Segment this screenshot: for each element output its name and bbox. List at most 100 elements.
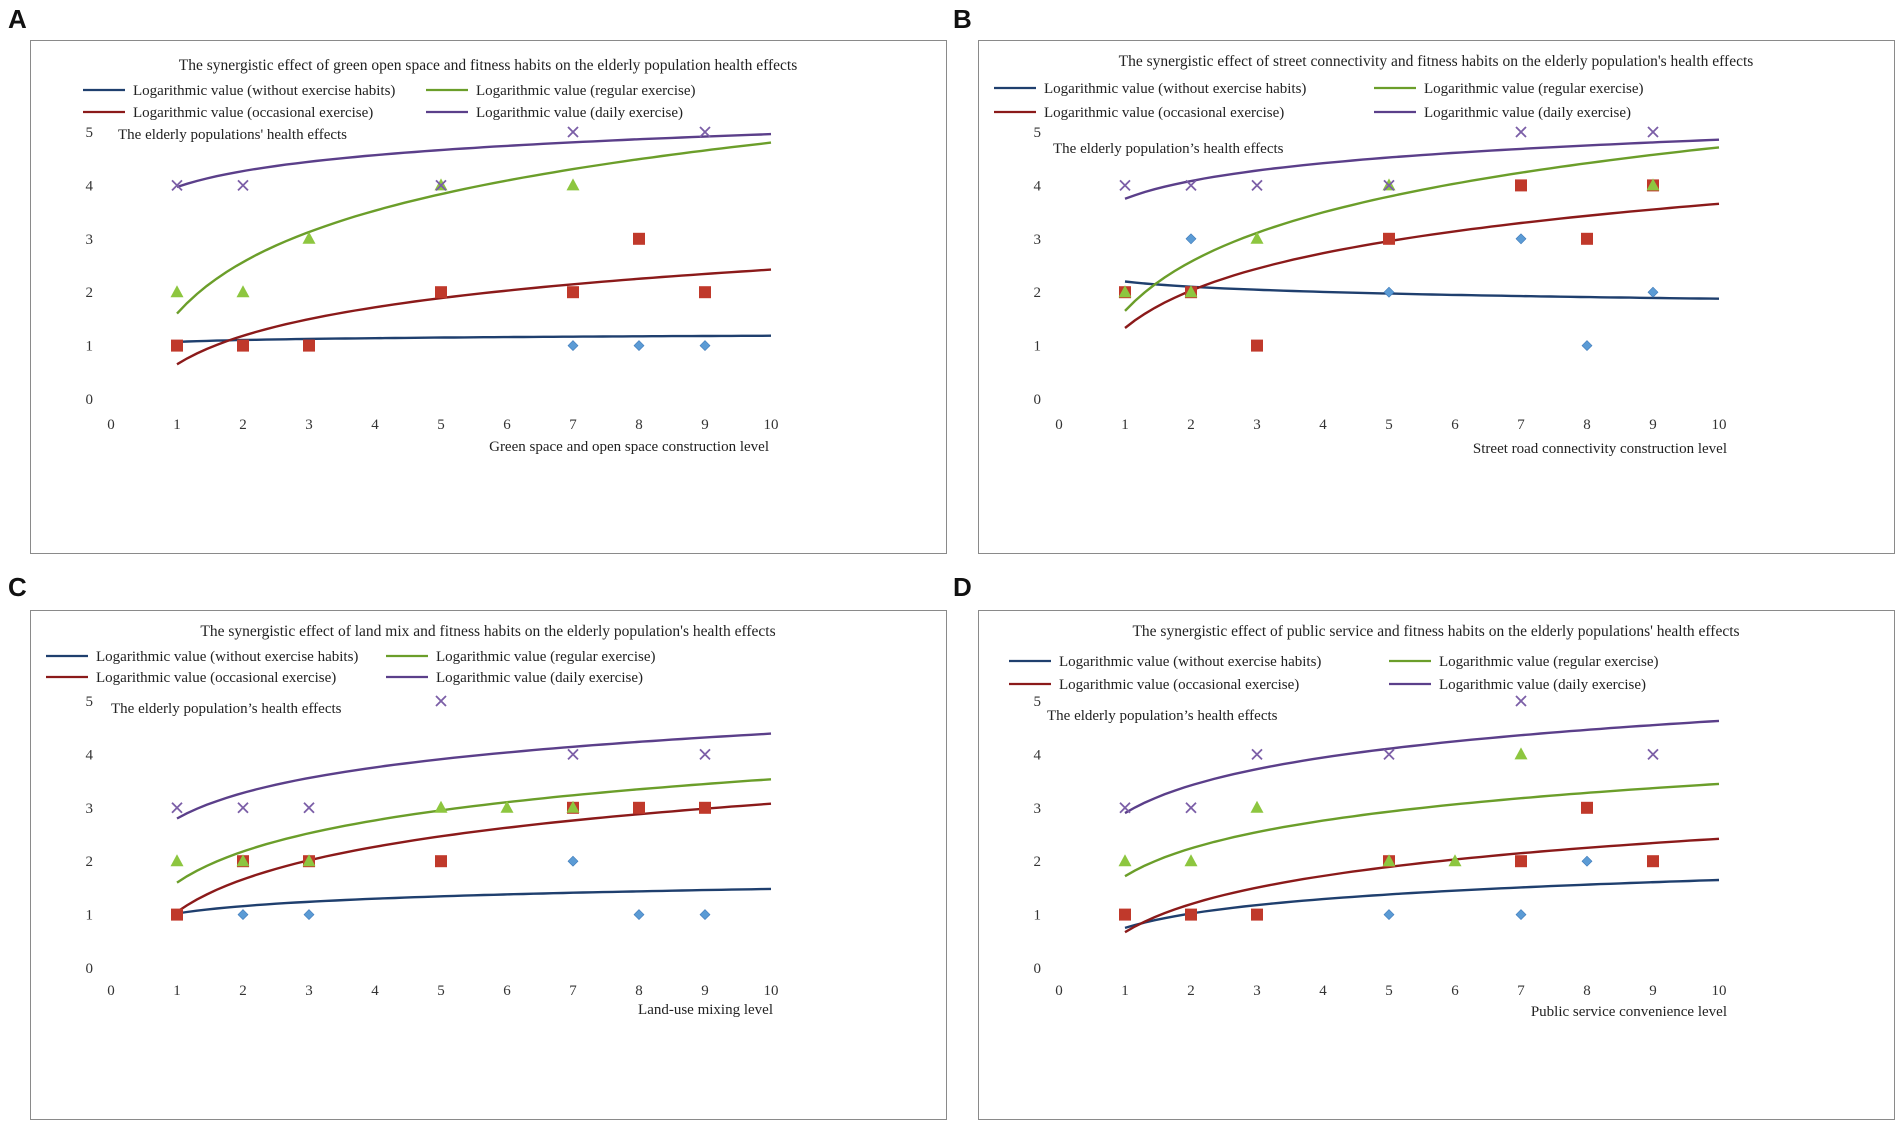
data-point-triangle bbox=[500, 800, 514, 813]
y-axis-label: The elderly population’s health effects bbox=[1047, 708, 1278, 724]
trendline-without-exercise-habits bbox=[1124, 280, 1720, 300]
y-tick-label: 0 bbox=[1034, 392, 1042, 408]
data-point-square bbox=[1515, 855, 1527, 868]
data-point-x bbox=[1119, 179, 1131, 192]
panel-letter: B bbox=[953, 4, 972, 34]
data-point-triangle bbox=[1118, 285, 1132, 298]
data-point-triangle bbox=[1184, 854, 1198, 867]
chart-title: The synergistic effect of green open spa… bbox=[179, 57, 798, 74]
data-point-x bbox=[435, 179, 447, 192]
data-point-triangle bbox=[302, 854, 316, 867]
x-tick-label: 2 bbox=[1187, 417, 1195, 433]
x-tick-label: 3 bbox=[305, 983, 313, 999]
y-axis-label: The elderly population’s health effects bbox=[111, 701, 342, 717]
data-point-x bbox=[1647, 126, 1659, 138]
x-tick-label: 7 bbox=[569, 983, 577, 999]
data-point-square bbox=[435, 855, 447, 868]
data-point-square bbox=[1251, 339, 1263, 352]
data-point-triangle bbox=[434, 800, 448, 813]
panel-letter: A bbox=[8, 4, 27, 34]
x-tick-label: 4 bbox=[371, 417, 379, 433]
x-tick-label: 8 bbox=[1583, 983, 1591, 999]
data-point-x bbox=[1383, 748, 1395, 761]
legend-label: Logarithmic value (regular exercise) bbox=[436, 649, 655, 665]
trendline-regular-exercise bbox=[1124, 146, 1720, 312]
x-tick-label: 0 bbox=[1055, 417, 1063, 433]
x-tick-label: 7 bbox=[569, 417, 577, 433]
data-point-square bbox=[633, 801, 645, 814]
chart-title: The synergistic effect of land mix and f… bbox=[200, 623, 775, 640]
chart-a: The synergistic effect of green open spa… bbox=[83, 57, 798, 455]
trendline-daily-exercise bbox=[1124, 138, 1720, 200]
data-point-triangle bbox=[302, 231, 316, 244]
x-tick-label: 1 bbox=[1121, 983, 1129, 999]
trendline-occasional-exercise bbox=[1124, 837, 1720, 934]
data-point-triangle bbox=[1250, 800, 1264, 813]
data-point-square bbox=[237, 339, 249, 352]
y-tick-label: 1 bbox=[86, 908, 94, 924]
data-point-square bbox=[1185, 908, 1197, 921]
legend-label: Logarithmic value (regular exercise) bbox=[476, 83, 695, 99]
data-point-triangle bbox=[1646, 178, 1660, 191]
data-point-square bbox=[1581, 801, 1593, 814]
x-tick-label: 1 bbox=[173, 983, 181, 999]
x-tick-label: 5 bbox=[437, 417, 445, 433]
legend-label: Logarithmic value (occasional exercise) bbox=[1059, 677, 1299, 693]
legend-label: Logarithmic value (regular exercise) bbox=[1424, 81, 1643, 97]
data-point-diamond bbox=[1581, 855, 1593, 867]
x-axis-label: Street road connectivity construction le… bbox=[1473, 441, 1727, 457]
y-tick-label: 5 bbox=[86, 694, 94, 710]
data-point-x bbox=[699, 126, 711, 138]
y-tick-label: 2 bbox=[86, 854, 94, 870]
data-point-x bbox=[237, 802, 249, 814]
data-point-square bbox=[1515, 179, 1527, 192]
data-point-square bbox=[1581, 232, 1593, 245]
data-point-triangle bbox=[1448, 854, 1462, 867]
data-point-diamond bbox=[633, 909, 645, 921]
panel-letter: D bbox=[953, 572, 972, 602]
trendline-without-exercise-habits bbox=[176, 334, 772, 344]
trendline-regular-exercise bbox=[1124, 782, 1720, 878]
data-point-square bbox=[303, 339, 315, 352]
y-tick-label: 1 bbox=[1034, 339, 1042, 355]
panel-letter: C bbox=[8, 572, 27, 602]
data-point-diamond bbox=[1647, 286, 1659, 298]
x-tick-label: 9 bbox=[1649, 417, 1657, 433]
x-tick-label: 5 bbox=[1385, 417, 1393, 433]
data-point-square bbox=[633, 232, 645, 245]
y-tick-label: 5 bbox=[86, 125, 94, 141]
data-point-diamond bbox=[1185, 233, 1197, 245]
data-point-square bbox=[1251, 908, 1263, 921]
data-point-triangle bbox=[1118, 854, 1132, 867]
legend-label: Logarithmic value (regular exercise) bbox=[1439, 654, 1658, 670]
data-point-diamond bbox=[1383, 909, 1395, 921]
y-tick-label: 4 bbox=[86, 178, 94, 194]
y-tick-label: 1 bbox=[1034, 908, 1042, 924]
data-point-triangle bbox=[566, 178, 580, 191]
data-point-triangle bbox=[1184, 285, 1198, 298]
data-point-triangle bbox=[1382, 854, 1396, 867]
data-point-x bbox=[1515, 126, 1527, 138]
data-point-x bbox=[567, 748, 579, 761]
x-tick-label: 9 bbox=[1649, 983, 1657, 999]
x-tick-label: 2 bbox=[239, 417, 247, 433]
x-tick-label: 9 bbox=[701, 417, 709, 433]
x-tick-label: 1 bbox=[173, 417, 181, 433]
x-tick-label: 6 bbox=[503, 417, 511, 433]
x-tick-label: 5 bbox=[1385, 983, 1393, 999]
data-point-diamond bbox=[699, 909, 711, 921]
chart-frame: The synergistic effect of public service… bbox=[978, 610, 1895, 1120]
legend-label: Logarithmic value (without exercise habi… bbox=[1059, 654, 1321, 670]
x-axis-label: Public service convenience level bbox=[1531, 1004, 1727, 1020]
y-tick-label: 3 bbox=[86, 232, 94, 248]
data-point-x bbox=[1515, 695, 1527, 707]
trendline-daily-exercise bbox=[176, 732, 772, 820]
x-tick-label: 5 bbox=[437, 983, 445, 999]
y-tick-label: 2 bbox=[86, 285, 94, 301]
data-point-square bbox=[699, 801, 711, 814]
x-tick-label: 7 bbox=[1517, 417, 1525, 433]
y-tick-label: 5 bbox=[1034, 694, 1042, 710]
data-point-triangle bbox=[170, 854, 184, 867]
legend-label: Logarithmic value (without exercise habi… bbox=[1044, 81, 1306, 97]
y-tick-label: 1 bbox=[86, 339, 94, 355]
